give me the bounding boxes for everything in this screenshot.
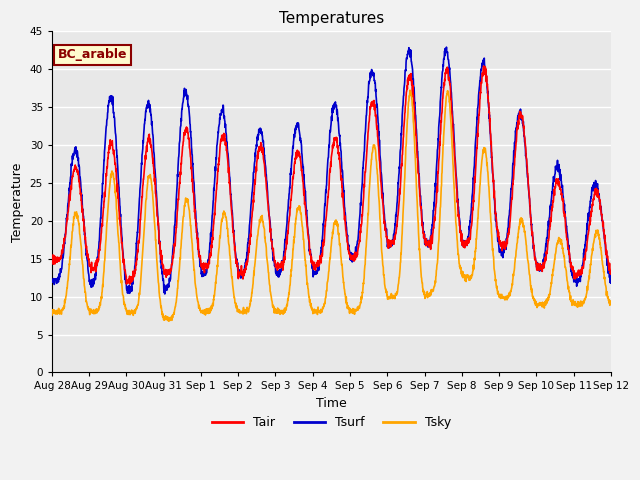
X-axis label: Time: Time: [316, 397, 347, 410]
Text: BC_arable: BC_arable: [58, 48, 127, 61]
Y-axis label: Temperature: Temperature: [11, 162, 24, 241]
Title: Temperatures: Temperatures: [279, 11, 384, 26]
Legend: Tair, Tsurf, Tsky: Tair, Tsurf, Tsky: [207, 411, 456, 434]
